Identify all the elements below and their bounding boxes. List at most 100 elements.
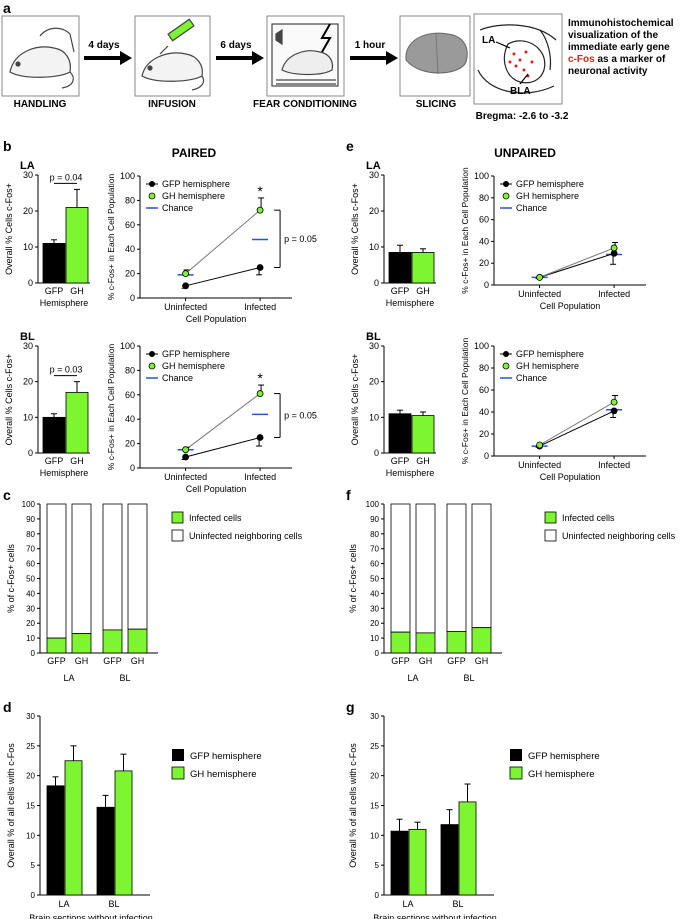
x-axis-label: Cell Population — [186, 314, 247, 324]
y-tick-label: 100 — [120, 341, 135, 351]
x-axis-label: Brain sections without infection — [29, 913, 153, 919]
arrow-2-head — [252, 51, 264, 65]
region-label: LA — [366, 160, 381, 172]
bar-uninfected — [71, 503, 92, 635]
y-tick-label: 20 — [370, 772, 379, 781]
legend-swatch-gh — [509, 766, 523, 780]
panel-b-title: PAIRED — [172, 146, 217, 160]
y-tick-label: 100 — [366, 500, 380, 509]
x-tick-label: GH — [70, 286, 84, 296]
bar-gh — [458, 801, 477, 896]
y-tick-label: 70 — [26, 545, 35, 554]
x-tick-label: Infected — [598, 460, 630, 470]
y-tick-label: 40 — [479, 236, 489, 246]
bar-gfp — [42, 416, 66, 454]
x-tick-label: GH — [131, 656, 145, 666]
y-tick-label: 30 — [369, 341, 379, 351]
y-tick-label: 15 — [370, 802, 379, 811]
y-tick-label: 80 — [125, 365, 135, 375]
x-axis-label: Hemisphere — [386, 468, 435, 478]
bar-gh — [411, 251, 435, 284]
x-tick-label: BL — [452, 899, 463, 909]
x-axis-label: Hemisphere — [40, 298, 89, 308]
y-tick-label: 15 — [26, 802, 35, 811]
bar-gh — [65, 206, 89, 284]
legend-swatch-uninfected — [171, 529, 184, 542]
group-label: BL — [119, 673, 130, 683]
legend-marker-gh — [502, 362, 510, 370]
y-tick-label: 20 — [369, 377, 379, 387]
bar-infected — [127, 628, 148, 654]
p-value-label: p = 0.05 — [284, 234, 317, 244]
y-tick-label: 0 — [375, 649, 380, 658]
legend-label-gfp: GFP hemisphere — [516, 349, 584, 359]
chart-e-la-population-line: 0 20 40 60 80 100 Uninfected Infected Cell Popul… — [460, 167, 646, 311]
y-axis-label: Overall % Cells c-Fos+ — [4, 183, 14, 275]
bar-gfp — [46, 785, 65, 896]
x-axis-label: Cell Population — [186, 484, 247, 494]
significance-asterisk: * — [257, 370, 263, 386]
y-tick-label: 10 — [369, 412, 379, 422]
y-tick-label: 10 — [23, 412, 33, 422]
x-tick-label: GH — [75, 656, 89, 666]
y-tick-label: 80 — [125, 195, 135, 205]
y-tick-label: 25 — [26, 742, 35, 751]
chart-b-la-population-line: 0 20 40 60 80 100 Uninfected Infected Cell Popul… — [106, 171, 317, 324]
y-tick-label: 60 — [479, 385, 489, 395]
bar-gh — [64, 760, 83, 896]
y-tick-label: 80 — [370, 530, 379, 539]
x-tick-label: GFP — [391, 656, 410, 666]
y-tick-label: 60 — [479, 215, 489, 225]
data-point-gh — [182, 270, 190, 278]
y-tick-label: 80 — [479, 193, 489, 203]
step-handling: HANDLING — [14, 99, 67, 110]
y-tick-label: 30 — [26, 604, 35, 613]
y-axis-label: Overall % Cells c-Fos+ — [4, 354, 14, 446]
y-tick-label: 10 — [26, 634, 35, 643]
bar-gh — [65, 391, 89, 454]
rat-fear-conditioning-illustration — [271, 23, 339, 87]
legend-label-gh: GH hemisphere — [190, 769, 257, 780]
step-fear-conditioning: FEAR CONDITIONING — [253, 99, 357, 110]
y-tick-label: 40 — [26, 589, 35, 598]
x-tick-label: GFP — [103, 656, 122, 666]
bar-uninfected — [390, 503, 411, 633]
arrow-1-head — [120, 51, 132, 65]
y-axis-label: % c-Fos+ in Each Cell Population — [460, 338, 470, 465]
region-label: LA — [20, 160, 35, 172]
legend-label-chance: Chance — [162, 203, 193, 213]
x-tick-label: GFP — [391, 286, 410, 296]
y-tick-label: 50 — [370, 575, 379, 584]
y-tick-label: 0 — [130, 293, 135, 303]
legend-label-infected: Infected cells — [189, 513, 242, 523]
bar-infected — [471, 627, 492, 654]
x-axis-label: Hemisphere — [40, 468, 89, 478]
series-line-gfp — [185, 267, 261, 287]
y-tick-label: 60 — [125, 220, 135, 230]
x-tick-label: GH — [70, 456, 84, 466]
y-tick-label: 0 — [28, 448, 33, 458]
bar-gfp — [42, 242, 66, 284]
x-tick-label: GFP — [47, 656, 66, 666]
x-tick-label: GFP — [45, 456, 64, 466]
y-axis-label: Overall % of all cells with c-Fos — [6, 743, 16, 868]
y-tick-label: 10 — [369, 242, 379, 252]
brain-slicing-illustration — [405, 32, 468, 75]
series-line-gh — [539, 401, 615, 446]
y-tick-label: 20 — [125, 439, 135, 449]
legend-label-chance: Chance — [516, 373, 547, 383]
y-tick-label: 20 — [370, 619, 379, 628]
data-point-gh — [536, 273, 543, 281]
y-axis-label: % c-Fos+ in Each Cell Population — [106, 344, 116, 471]
bar-infected — [390, 631, 411, 654]
bar-gfp — [96, 806, 115, 896]
x-tick-label: LA — [402, 899, 413, 909]
y-tick-label: 10 — [370, 634, 379, 643]
caption-cfos: c-Fos — [568, 54, 595, 65]
y-tick-label: 10 — [23, 242, 33, 252]
y-tick-label: 100 — [120, 171, 135, 181]
legend-label-gh: GH hemisphere — [162, 361, 225, 371]
bar-uninfected — [415, 503, 436, 634]
y-tick-label: 5 — [375, 861, 380, 870]
brain-label-la: LA — [482, 35, 495, 46]
